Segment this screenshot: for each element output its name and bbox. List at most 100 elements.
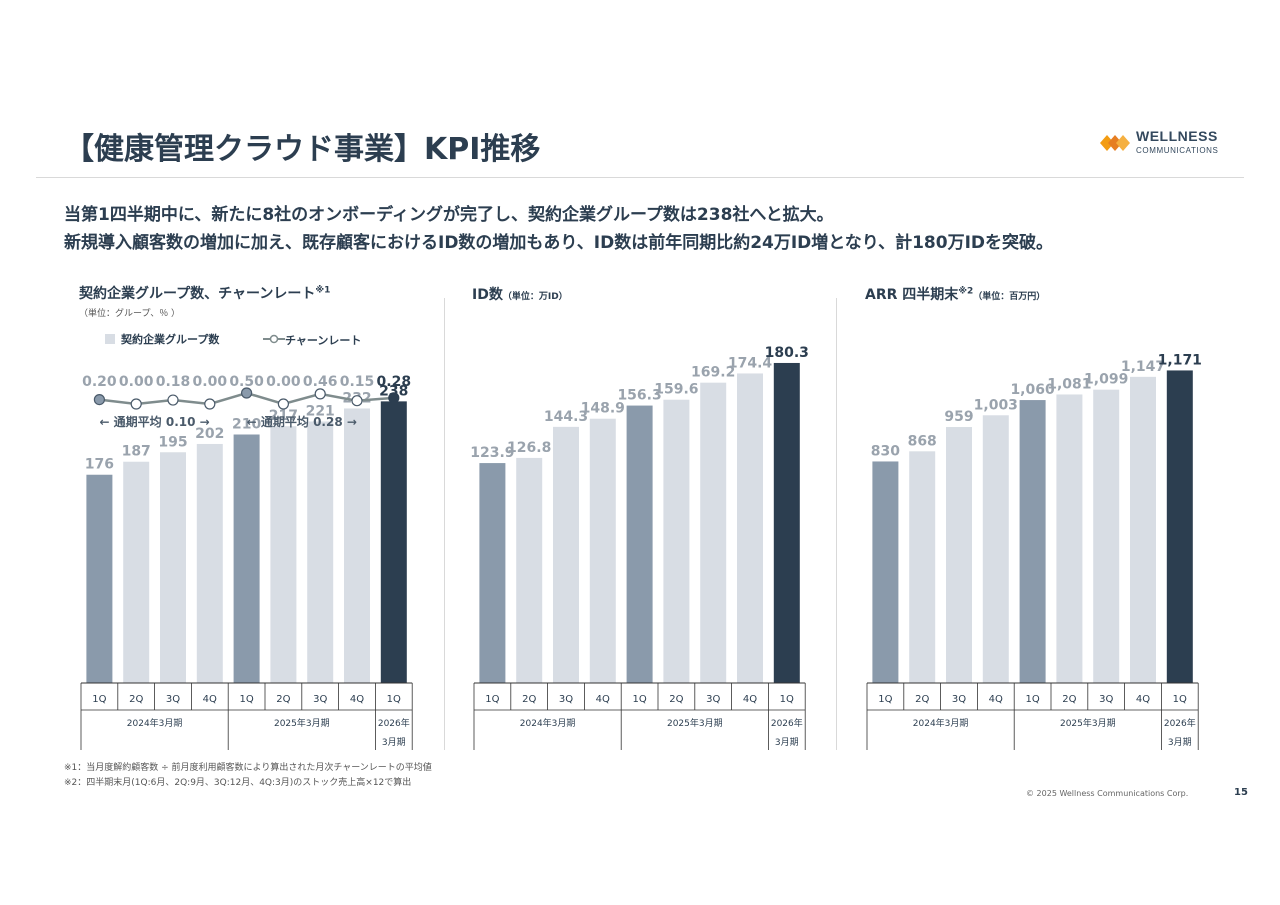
- churn-label-9: 0.28: [377, 374, 412, 390]
- chart2-tick-label: 3Q: [559, 694, 573, 705]
- footnote-2: ※2：四半期末月(1Q:6月、2Q:9月、3Q:12月、4Q:3月)のストック売…: [64, 778, 412, 788]
- chart1-data-label-1: 176: [85, 457, 114, 473]
- chart2-bar-2: [516, 457, 543, 683]
- chart2-tick-label: 3Q: [706, 694, 720, 705]
- chart2-bar-1: [479, 463, 506, 683]
- chart2-bar-5: [626, 405, 653, 683]
- churn-point-3: [167, 394, 179, 406]
- chart2-tick-label: 1Q: [632, 694, 646, 705]
- chart2-data-label-8: 174.4: [728, 355, 773, 371]
- chart3-tick-label: 4Q: [1136, 694, 1150, 705]
- chart3-bar-5: [1019, 400, 1046, 683]
- chart2-bar-7: [700, 382, 727, 683]
- chart1-tick-label: 4Q: [350, 694, 364, 705]
- panel-divider-2: [836, 298, 837, 750]
- chart1-data-label-3: 195: [158, 434, 187, 450]
- chart1-period-label: 2024年3月期: [127, 717, 183, 729]
- chart2-tick-label: 1Q: [485, 694, 499, 705]
- company-logo: WELLNESS COMMUNICATIONS: [1098, 128, 1228, 160]
- churn-point-7: [314, 388, 326, 400]
- chart2-bar-3: [553, 426, 579, 683]
- churn-point-2: [130, 398, 142, 410]
- legend-swatch-icon: [105, 334, 115, 344]
- page-number: 15: [1234, 787, 1248, 798]
- chart3-data-label-6: 1,081: [1047, 376, 1091, 392]
- chart2-period-label: 2024年3月期: [520, 717, 576, 729]
- chart1-data-label-9: 238: [379, 383, 408, 399]
- page-title: 【健康管理クラウド事業】KPI推移: [64, 132, 541, 167]
- chart1-data-label-2: 187: [122, 444, 151, 460]
- chart3-data-label-3: 959: [944, 409, 973, 425]
- chart3-data-label-2: 868: [908, 433, 937, 449]
- chart3-data-label-1: 830: [871, 443, 900, 459]
- churn-label-4: 0.00: [193, 374, 228, 390]
- panel-divider-1: [444, 298, 445, 750]
- copyright: © 2025 Wellness Communications Corp.: [1026, 789, 1189, 798]
- chart2-bar-6: [663, 399, 690, 683]
- header-divider: [36, 177, 1244, 178]
- chart3-bar-9: [1166, 370, 1193, 683]
- churn-average-label-1: ← 通期平均 0.10 →: [99, 414, 209, 429]
- churn-label-5: 0.50: [229, 374, 264, 390]
- chart1-bar-2: [123, 461, 150, 683]
- chart2-title-text: ID数: [472, 287, 503, 303]
- chart1-legend-line: チャーンレート: [263, 332, 361, 348]
- chart1-data-label-4: 202: [195, 426, 224, 442]
- chart1-period-label: 2025年3月期: [274, 717, 330, 729]
- chart3-title-note: ※2: [958, 286, 974, 297]
- chart2-tick-label: 1Q: [780, 694, 794, 705]
- chart1-unit: （単位：グループ、％ ）: [79, 309, 181, 319]
- chart3-tick-label: 1Q: [1025, 694, 1039, 705]
- chart3-data-label-5: 1,060: [1010, 382, 1055, 398]
- chart1-period-label: 3月期: [382, 737, 406, 748]
- chart3-tick-label: 3Q: [952, 694, 966, 705]
- legend-line-label: チャーンレート: [285, 334, 362, 347]
- chart1-title-text: 契約企業グループ数、チャーンレート: [79, 286, 316, 302]
- chart1-data-label-5: 210: [232, 417, 261, 433]
- chart1-bar-9: [380, 401, 407, 683]
- chart3-data-label-7: 1,099: [1084, 372, 1128, 388]
- chart1-tick-label: 4Q: [203, 694, 217, 705]
- chart2-period-label: 3月期: [775, 737, 799, 748]
- chart3-tick-label: 3Q: [1099, 694, 1113, 705]
- chart1-data-label-6: 217: [269, 408, 298, 424]
- chart2-tick-label: 2Q: [522, 694, 536, 705]
- chart3-bar-2: [909, 451, 936, 683]
- chart2-data-label-3: 144.3: [544, 409, 588, 425]
- chart2-title: ID数（単位：万ID）: [472, 284, 568, 304]
- churn-point-1: [93, 394, 106, 406]
- chart3-bar-1: [872, 461, 899, 683]
- chart1-tick-label: 1Q: [239, 694, 253, 705]
- chart2-data-label-4: 148.9: [581, 401, 625, 417]
- churn-label-1: 0.20: [82, 374, 117, 390]
- chart1-tick-label: 3Q: [166, 694, 180, 705]
- churn-label-7: 0.46: [303, 374, 338, 390]
- chart2-data-label-1: 123.9: [470, 445, 514, 461]
- chart3-title: ARR 四半期末※2（単位：百万円）: [865, 284, 1045, 304]
- chart1-bar-5: [233, 434, 260, 683]
- chart1-legend-bars: 契約企業グループ数: [105, 331, 219, 347]
- footnote-1: ※1：当月度解約顧客数 ÷ 前月度利用顧客数により算出された月次チャーンレートの…: [64, 763, 432, 773]
- chart1-title-note: ※1: [315, 285, 331, 296]
- churn-point-6: [277, 398, 289, 410]
- chart1-bar-3: [160, 452, 186, 683]
- chart2-unit: （単位：万ID）: [502, 292, 568, 302]
- chart2-bar-4: [589, 418, 616, 683]
- chart2-tick-label: 4Q: [596, 694, 610, 705]
- chart3-bar-4: [982, 415, 1009, 683]
- legend-bar-label: 契約企業グループ数: [121, 333, 220, 346]
- logo-text-secondary: COMMUNICATIONS: [1136, 146, 1219, 155]
- chart3-unit: （単位：百万円）: [973, 292, 1046, 302]
- chart3-title-text: ARR 四半期末: [865, 287, 959, 303]
- chart2-bar-8: [737, 373, 763, 683]
- chart3-bar-8: [1130, 376, 1156, 683]
- chart1-tick-label: 2Q: [129, 694, 143, 705]
- lead-line-2: 新規導入顧客数の増加に加え、既存顧客におけるID数の増加もあり、ID数は前年同期…: [64, 233, 1054, 253]
- chart3-tick-label: 1Q: [1173, 694, 1187, 705]
- chart1-title: 契約企業グループ数、チャーンレート※1: [79, 283, 330, 303]
- chart2-period-label: 2026年: [771, 717, 803, 729]
- chart1-bar-8: [344, 408, 370, 683]
- chart3-data-label-4: 1,003: [974, 397, 1018, 413]
- lead-line-1: 当第1四半期中に、新たに8社のオンボーディングが完了し、契約企業グループ数は23…: [64, 205, 834, 225]
